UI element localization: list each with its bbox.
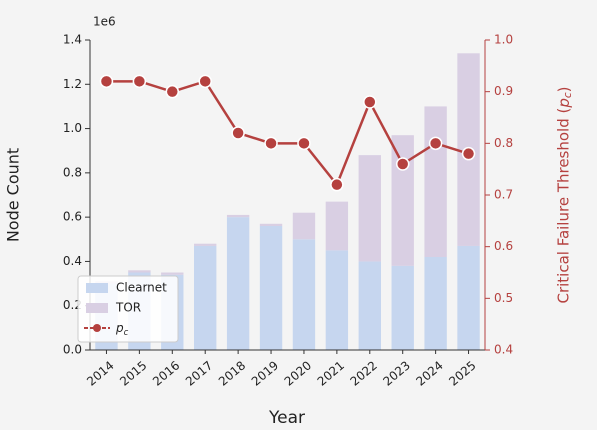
line-point bbox=[264, 136, 278, 151]
legend-label: pc bbox=[115, 321, 129, 337]
line-point bbox=[198, 74, 212, 89]
y-tick-label: 1.2 bbox=[63, 77, 82, 91]
y2-tick-label: 0.9 bbox=[494, 84, 513, 98]
legend: Clearnet TOR pc bbox=[77, 275, 179, 343]
bar bbox=[259, 226, 283, 350]
bar bbox=[358, 261, 381, 350]
line-point bbox=[428, 136, 443, 151]
line-point bbox=[231, 126, 245, 140]
y-tick-label: 0.6 bbox=[63, 210, 82, 224]
bar bbox=[457, 245, 480, 350]
legend-label: TOR bbox=[115, 301, 141, 315]
y2-tick-label: 0.8 bbox=[494, 136, 513, 150]
y2-tick-label: 0.6 bbox=[494, 239, 513, 253]
y2-tick-label: 0.5 bbox=[494, 291, 513, 305]
x-axis-title: Year bbox=[268, 408, 305, 428]
bar bbox=[226, 214, 250, 218]
line-point bbox=[297, 136, 311, 151]
y-tick-label: 0.8 bbox=[63, 165, 82, 179]
line-point bbox=[99, 74, 114, 89]
legend-swatch bbox=[86, 303, 108, 313]
y-tick-label: 1.0 bbox=[63, 121, 82, 135]
bar bbox=[226, 217, 250, 350]
line-point bbox=[165, 84, 180, 99]
legend-label: Clearnet bbox=[116, 281, 167, 295]
bar bbox=[325, 250, 349, 350]
bar bbox=[194, 243, 217, 246]
y2-tick-label: 0.4 bbox=[494, 343, 513, 357]
legend-marker bbox=[93, 324, 101, 332]
bar bbox=[292, 212, 316, 240]
y-tick-label: 0.2 bbox=[63, 298, 82, 312]
bar bbox=[325, 201, 349, 251]
bar bbox=[424, 257, 447, 350]
y2-tick-label: 1.0 bbox=[494, 33, 513, 47]
bar bbox=[161, 272, 184, 275]
line-point bbox=[132, 74, 147, 89]
y-axis-title: Node Count bbox=[4, 148, 23, 242]
bar bbox=[259, 223, 283, 226]
bar bbox=[391, 265, 414, 350]
legend-swatch bbox=[86, 283, 108, 293]
line-point bbox=[363, 95, 377, 109]
line-point bbox=[461, 146, 476, 161]
y-tick-label: 1.4 bbox=[63, 33, 82, 47]
bar bbox=[128, 270, 151, 273]
bar bbox=[194, 245, 217, 350]
y2-axis-title: Critical Failure Threshold (pc) bbox=[555, 86, 575, 303]
line-point bbox=[330, 177, 344, 192]
bar bbox=[292, 239, 316, 350]
bar bbox=[391, 135, 414, 266]
y-tick-label: 0.4 bbox=[63, 254, 82, 268]
bar bbox=[424, 106, 447, 257]
y-tick-label: 0.0 bbox=[63, 343, 82, 357]
bar bbox=[358, 155, 381, 262]
line-point bbox=[395, 157, 410, 171]
y2-tick-label: 0.7 bbox=[494, 188, 513, 202]
y-scale-label: 1e6 bbox=[93, 15, 116, 29]
